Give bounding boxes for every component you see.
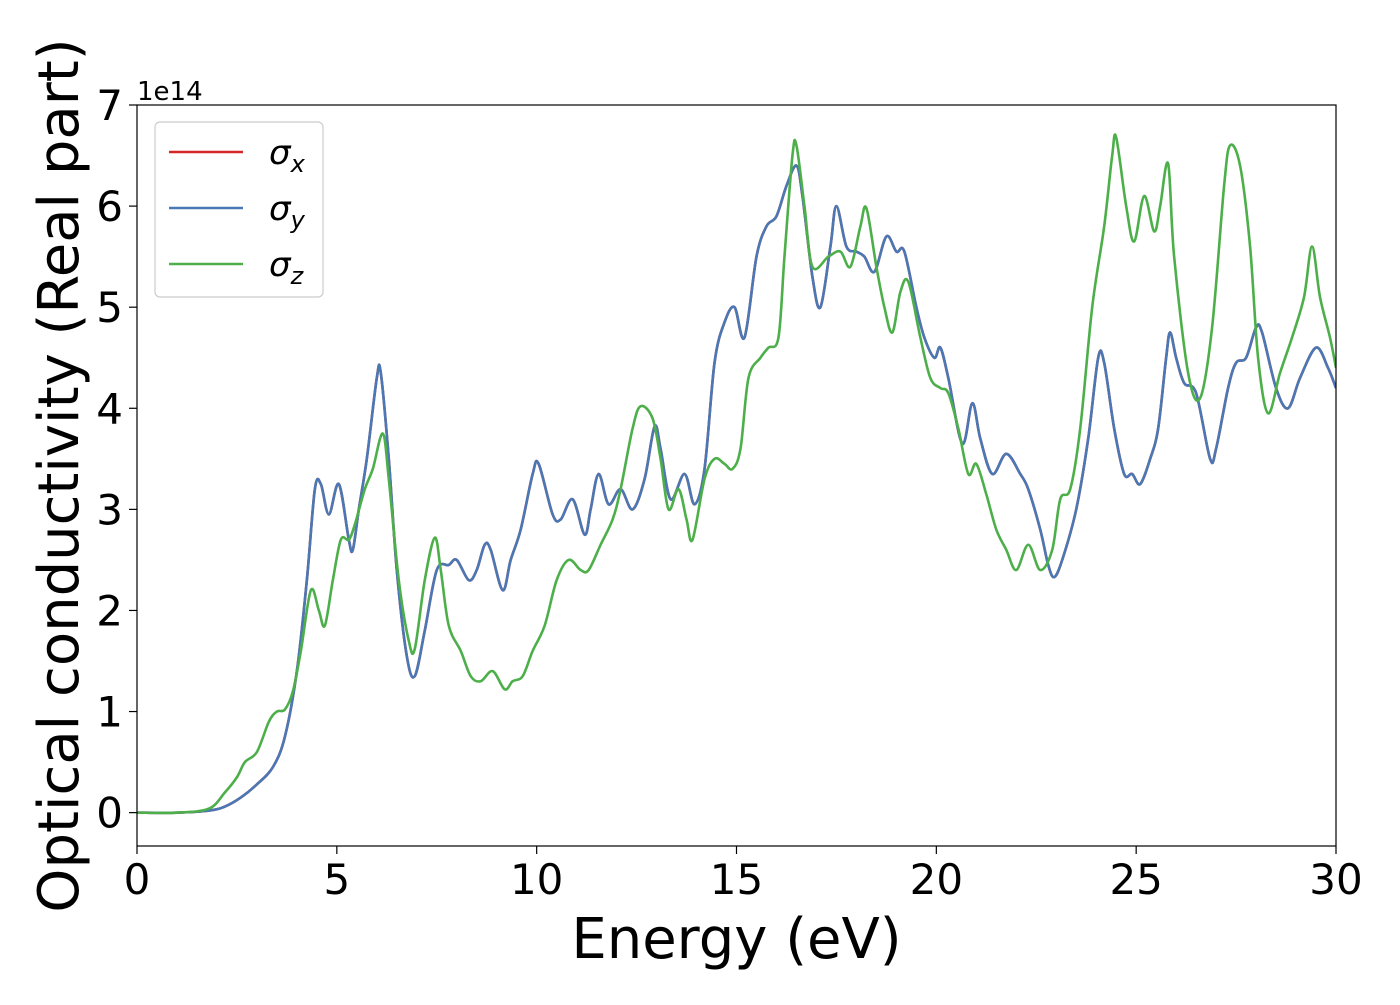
legend: σx σy σz — [154, 121, 324, 298]
legend-label-x: σx — [269, 133, 306, 178]
x-tick-label: 5 — [323, 855, 350, 904]
y-tick-label: 3 — [96, 485, 123, 534]
x-tick-label: 15 — [710, 855, 763, 904]
x-tick-label: 25 — [1109, 855, 1162, 904]
y-tick-label: 2 — [96, 586, 123, 635]
y-tick-label: 4 — [96, 384, 123, 433]
y-tick-label: 5 — [96, 283, 123, 332]
y-tick-label: 6 — [96, 182, 123, 231]
x-tick-label: 20 — [910, 855, 963, 904]
y-tick-label: 7 — [96, 81, 123, 130]
x-axis-title: Energy (eV) — [571, 907, 901, 972]
x-tick-label: 10 — [510, 855, 563, 904]
x-axis: 0 5 10 15 20 25 30 — [124, 846, 1363, 904]
y-tick-label: 0 — [96, 789, 123, 838]
x-tick-label: 30 — [1309, 855, 1362, 904]
series-layer — [137, 133, 1336, 815]
legend-label-y: σy — [269, 189, 306, 234]
y-axis: 0 1 2 3 4 5 6 7 — [96, 81, 137, 838]
legend-box — [154, 121, 324, 298]
legend-label-z: σz — [269, 245, 305, 290]
x-tick-label: 0 — [124, 855, 151, 904]
series-line-y — [137, 164, 1336, 815]
y-tick-label: 1 — [96, 688, 123, 737]
y-axis-offset-label: 1e14 — [137, 77, 203, 107]
y-axis-title: Optical conductivity (Real part) — [27, 38, 92, 912]
series-line-z — [137, 133, 1336, 815]
